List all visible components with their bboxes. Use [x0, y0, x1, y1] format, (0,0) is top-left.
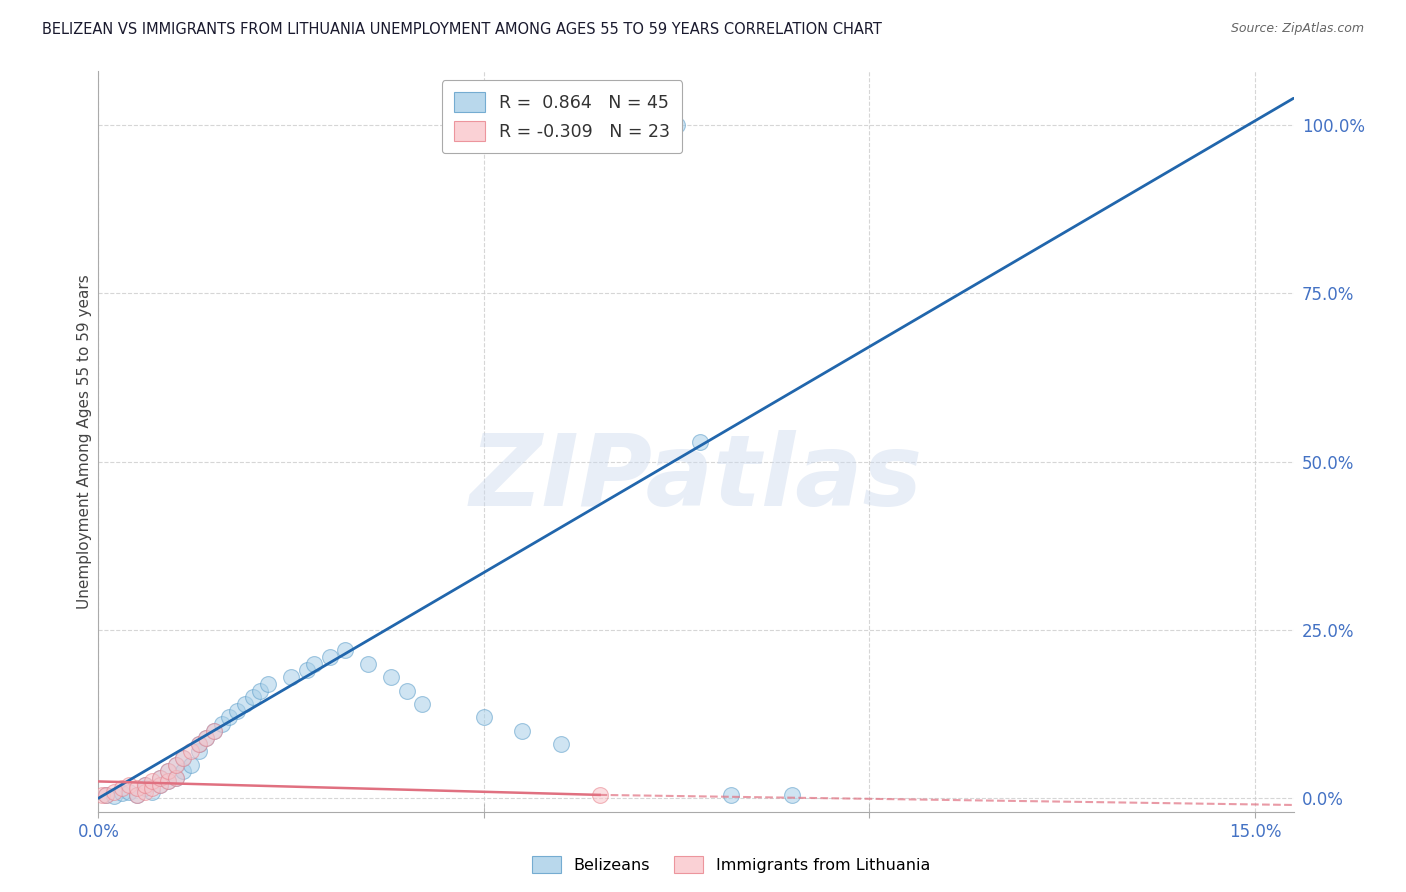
Y-axis label: Unemployment Among Ages 55 to 59 years: Unemployment Among Ages 55 to 59 years — [77, 274, 91, 609]
Point — [627, 118, 650, 132]
Point — [94, 788, 117, 802]
Point — [125, 781, 148, 796]
Point — [103, 789, 125, 804]
Point — [211, 717, 233, 731]
Point — [94, 788, 117, 802]
Point — [172, 751, 194, 765]
Point — [118, 784, 141, 798]
Point — [180, 744, 202, 758]
Point — [195, 731, 218, 745]
Point — [156, 764, 179, 779]
Point — [295, 664, 318, 678]
Point — [91, 788, 114, 802]
Point — [588, 788, 610, 802]
Point — [134, 778, 156, 792]
Point — [165, 771, 187, 785]
Point — [134, 778, 156, 792]
Point — [172, 751, 194, 765]
Point — [233, 697, 256, 711]
Point — [110, 781, 132, 796]
Text: Source: ZipAtlas.com: Source: ZipAtlas.com — [1230, 22, 1364, 36]
Point — [782, 788, 804, 802]
Point — [125, 788, 148, 802]
Point — [149, 778, 172, 792]
Point — [550, 738, 572, 752]
Point — [110, 786, 132, 800]
Point — [141, 784, 163, 798]
Text: ZIPatlas: ZIPatlas — [470, 430, 922, 527]
Point — [249, 683, 271, 698]
Point — [257, 677, 280, 691]
Point — [720, 788, 742, 802]
Point — [195, 731, 218, 745]
Point — [202, 723, 225, 738]
Point — [187, 738, 209, 752]
Point — [180, 757, 202, 772]
Point — [103, 784, 125, 798]
Point — [149, 778, 172, 792]
Point — [149, 771, 172, 785]
Point — [280, 670, 302, 684]
Point — [218, 710, 240, 724]
Point — [187, 738, 209, 752]
Point — [202, 723, 225, 738]
Legend: R =  0.864   N = 45, R = -0.309   N = 23: R = 0.864 N = 45, R = -0.309 N = 23 — [441, 80, 682, 153]
Point — [165, 771, 187, 785]
Point — [411, 697, 433, 711]
Point — [304, 657, 326, 671]
Point — [226, 704, 249, 718]
Point — [187, 744, 209, 758]
Point — [156, 764, 179, 779]
Point — [134, 784, 156, 798]
Point — [333, 643, 356, 657]
Point — [149, 771, 172, 785]
Point — [125, 788, 148, 802]
Point — [242, 690, 264, 705]
Point — [472, 710, 495, 724]
Point — [134, 781, 156, 796]
Point — [141, 781, 163, 796]
Point — [156, 774, 179, 789]
Legend: Belizeans, Immigrants from Lithuania: Belizeans, Immigrants from Lithuania — [526, 849, 936, 880]
Point — [689, 434, 711, 449]
Point — [395, 683, 418, 698]
Point — [118, 778, 141, 792]
Point — [165, 757, 187, 772]
Point — [141, 774, 163, 789]
Point — [319, 649, 342, 664]
Point — [380, 670, 402, 684]
Point — [512, 723, 534, 738]
Point — [165, 757, 187, 772]
Text: BELIZEAN VS IMMIGRANTS FROM LITHUANIA UNEMPLOYMENT AMONG AGES 55 TO 59 YEARS COR: BELIZEAN VS IMMIGRANTS FROM LITHUANIA UN… — [42, 22, 882, 37]
Point — [357, 657, 380, 671]
Point — [172, 764, 194, 779]
Point — [665, 118, 688, 132]
Point — [156, 774, 179, 789]
